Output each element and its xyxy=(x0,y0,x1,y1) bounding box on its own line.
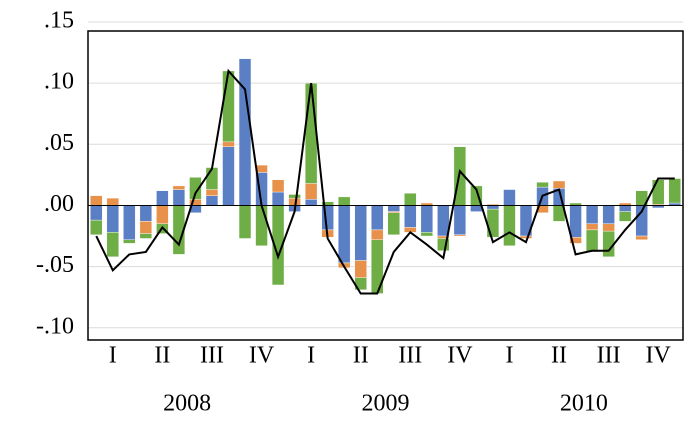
total-line xyxy=(95,68,675,295)
bar-segment xyxy=(503,205,516,247)
bar-segment xyxy=(304,82,318,184)
x-year-label: 2010 xyxy=(560,391,608,417)
bar-segment xyxy=(222,141,235,147)
bar-segment xyxy=(271,179,285,193)
x-quarter-label: I xyxy=(109,343,117,369)
y-tick-label: -.05 xyxy=(36,252,74,278)
bar-segment xyxy=(338,205,351,264)
bar-segment xyxy=(354,205,367,261)
x-quarter-label: II xyxy=(154,343,170,369)
bar-segment xyxy=(387,205,400,212)
bar-segment xyxy=(552,180,566,189)
y-tick-label: -.10 xyxy=(36,313,74,339)
x-quarter-label: III xyxy=(200,343,224,369)
bar-segment xyxy=(156,190,169,206)
bar-segment xyxy=(420,232,433,237)
bar-segment xyxy=(635,235,648,240)
x-year-label: 2008 xyxy=(163,391,211,417)
bar-segment xyxy=(255,205,268,247)
plot-frame xyxy=(87,30,684,341)
x-quarter-label: IV xyxy=(249,343,275,369)
bar-segment xyxy=(304,183,318,200)
x-quarter-label: I xyxy=(307,343,315,369)
bar-segment xyxy=(519,235,533,239)
bar-segment xyxy=(354,260,367,278)
x-quarter-label: II xyxy=(353,343,369,369)
x-quarter-label: III xyxy=(597,343,621,369)
x-quarter-label: II xyxy=(551,343,567,369)
bar-segment xyxy=(205,189,219,196)
bar-segment xyxy=(90,219,103,236)
x-quarter-label: I xyxy=(505,343,513,369)
bar-segment xyxy=(288,194,301,199)
bar-segment xyxy=(205,167,219,190)
bar-segment xyxy=(222,70,235,143)
x-quarter-label: IV xyxy=(447,343,473,369)
y-tick-label: .15 xyxy=(44,8,74,34)
bar-segment xyxy=(123,239,136,244)
bar-segment xyxy=(271,191,285,206)
bar-segment xyxy=(139,221,152,234)
bar-segment xyxy=(90,205,103,221)
bar-segment xyxy=(404,205,417,228)
bar-segment xyxy=(238,58,252,206)
bar-segment xyxy=(106,197,119,206)
bar-segment xyxy=(437,238,450,251)
bar-segment xyxy=(602,223,615,232)
bar-segment xyxy=(470,205,483,212)
bar-segment xyxy=(222,146,235,206)
bar-segment xyxy=(420,205,433,233)
bar-segment xyxy=(404,193,417,206)
bar-segment xyxy=(486,208,500,238)
bar-segment xyxy=(486,205,500,210)
bar-segment xyxy=(106,205,119,233)
bar-segment xyxy=(569,205,582,238)
bar-segment xyxy=(189,177,202,200)
bar-segment xyxy=(304,199,318,206)
bar-segment xyxy=(387,212,400,236)
bar-segment xyxy=(503,189,516,206)
x-quarter-label: IV xyxy=(646,343,672,369)
bar-segment xyxy=(139,233,152,239)
bar-segment xyxy=(619,205,632,212)
x-quarter-label: III xyxy=(398,343,422,369)
bar-segment xyxy=(106,232,119,258)
y-tick-label: .00 xyxy=(44,191,74,217)
bar-segment xyxy=(338,196,351,206)
bar-segment xyxy=(238,205,252,239)
bar-segment xyxy=(90,195,103,206)
bar-segment xyxy=(585,205,599,225)
bar-segment xyxy=(668,178,681,204)
bar-segment xyxy=(536,182,549,188)
bar-segment xyxy=(453,205,467,236)
bar-segment xyxy=(585,223,599,231)
y-tick-label: .10 xyxy=(44,69,74,95)
bar-segment xyxy=(205,195,219,206)
bar-segment xyxy=(371,229,384,240)
bar-segment xyxy=(371,205,384,231)
bar-segment xyxy=(652,179,665,205)
bar-segment xyxy=(123,205,136,240)
bar-segment xyxy=(585,229,599,253)
bar-segment xyxy=(569,237,582,244)
bar-segment xyxy=(172,185,186,190)
x-year-label: 2009 xyxy=(362,391,410,417)
bar-segment xyxy=(172,189,186,206)
bar-segment xyxy=(619,211,632,222)
bar-segment xyxy=(453,234,467,237)
bar-segment xyxy=(321,205,334,231)
y-tick-label: .05 xyxy=(44,130,74,156)
bar-segment xyxy=(156,205,169,225)
bar-segment xyxy=(139,205,152,222)
bar-segment xyxy=(602,205,615,225)
